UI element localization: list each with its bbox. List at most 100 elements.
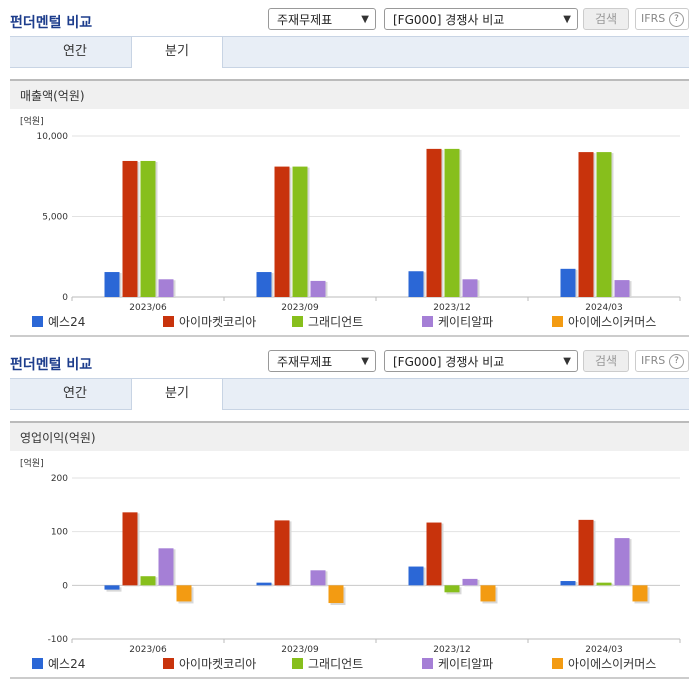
bar [176,585,192,602]
divider [10,677,689,679]
legend-swatch [163,316,174,327]
legend-label: 예스24 [48,657,86,671]
bar [140,576,156,586]
legend-item[interactable]: 그래디언트 [292,314,363,330]
bar [632,585,648,602]
legend-label: 예스24 [48,315,86,329]
legend-swatch [292,658,303,669]
bar [310,280,326,297]
y-tick-label: 100 [51,528,68,538]
compare-group-select[interactable]: [FG000] 경쟁사 비교 ▼ [384,8,578,30]
legend-item[interactable]: 그래디언트 [292,656,363,672]
y-tick-label: -100 [48,635,69,645]
fundamental-panel-operating-profit: 펀더멘털 비교 주재무제표 ▼ [FG000] 경쟁사 비교 ▼ 검색 IFRS… [0,342,696,679]
x-tick-label: 2023/12 [433,303,470,313]
bar [408,566,424,586]
legend-item[interactable]: 예스24 [32,656,85,672]
tab-annual[interactable]: 연간 [63,44,87,59]
bar [578,519,594,586]
legend-swatch [32,316,43,327]
bar [274,166,290,297]
legend-label: 아이마켓코리아 [179,315,257,329]
bar [140,160,156,297]
bar [256,272,272,297]
legend-swatch [552,658,563,669]
help-icon[interactable]: ? [669,354,684,369]
section-title: 영업이익(억원) [10,421,689,451]
chevron-down-icon: ▼ [563,14,571,25]
legend-swatch [552,316,563,327]
bar [596,582,612,586]
legend-label: 아이마켓코리아 [179,657,257,671]
section-title: 매출액(억원) [10,79,689,109]
chevron-down-icon: ▼ [563,356,571,367]
sales-chart: [억원] 0 5,000 10,000 2023/06 2023/09 2023/12 202… [0,109,696,335]
legend-item[interactable]: 아이마켓코리아 [163,656,256,672]
x-tick-label: 2024/03 [585,303,622,313]
sales-chart-svg: [억원] 0 5,000 10,000 2023/06 2023/09 2023/12 202… [20,115,681,313]
bar [462,279,478,297]
tab-quarterly[interactable]: 분기 [131,379,223,410]
search-button[interactable]: 검색 [583,350,629,372]
y-tick-label: 10,000 [37,132,69,142]
tab-annual[interactable]: 연간 [63,386,87,401]
legend-item[interactable]: 케이티알파 [422,656,493,672]
legend-swatch [163,658,174,669]
ifrs-button[interactable]: IFRS ? [635,8,689,30]
statement-type-select[interactable]: 주재무제표 ▼ [268,8,376,30]
tab-quarterly[interactable]: 분기 [131,37,223,68]
bar [104,272,120,297]
divider [10,335,689,337]
bar [560,581,576,586]
legend-item[interactable]: 아이에스이커머스 [552,314,656,330]
legend-item[interactable]: 케이티알파 [422,314,493,330]
legend-swatch [32,658,43,669]
legend-item[interactable]: 아이에스이커머스 [552,656,656,672]
bar [480,585,496,602]
bar [158,548,174,586]
compare-group-value: [FG000] 경쟁사 비교 [393,355,505,369]
x-tick-label: 2023/06 [129,303,167,313]
panel-header: 펀더멘털 비교 주재무제표 ▼ [FG000] 경쟁사 비교 ▼ 검색 IFRS… [0,342,696,378]
panel-header: 펀더멘털 비교 주재무제표 ▼ [FG000] 경쟁사 비교 ▼ 검색 IFRS… [0,0,696,36]
y-tick-label: 0 [62,581,68,591]
bar [274,520,290,586]
bar [256,582,272,586]
x-tick-label: 2023/06 [129,645,167,655]
bar [614,538,630,586]
operating-profit-chart: [억원] -100 0 100 200 2023/06 2023/09 2023/12 2024… [0,451,696,677]
bar [122,512,138,586]
y-tick-label: 200 [51,474,68,484]
x-tick-label: 2023/09 [281,645,319,655]
bar [426,522,442,586]
compare-group-value: [FG000] 경쟁사 비교 [393,13,505,27]
statement-type-select[interactable]: 주재무제표 ▼ [268,350,376,372]
panel-title: 펀더멘털 비교 [10,357,93,373]
help-icon[interactable]: ? [669,12,684,27]
x-tick-label: 2023/12 [433,645,470,655]
bar [328,585,344,604]
operating-profit-chart-svg: [억원] -100 0 100 200 2023/06 2023/09 2023/12 2024… [20,457,681,655]
search-button[interactable]: 검색 [583,8,629,30]
bar [462,578,478,586]
compare-group-select[interactable]: [FG000] 경쟁사 비교 ▼ [384,350,578,372]
bar [426,148,442,297]
chevron-down-icon: ▼ [361,356,369,367]
ifrs-button[interactable]: IFRS ? [635,350,689,372]
bar [310,570,326,586]
unit-label: [억원] [20,115,44,127]
bar [158,279,174,297]
statement-type-value: 주재무제표 [277,13,333,27]
bar [560,268,576,297]
y-tick-label: 0 [62,293,68,303]
ifrs-label: IFRS [641,12,666,25]
unit-label: [억원] [20,457,44,469]
bar [596,152,612,297]
x-tick-label: 2023/09 [281,303,319,313]
legend-label: 케이티알파 [438,657,494,671]
bar [578,152,594,297]
legend-item[interactable]: 아이마켓코리아 [163,314,256,330]
legend-item[interactable]: 예스24 [32,314,85,330]
legend-label: 그래디언트 [308,657,364,671]
fundamental-panel-sales: 펀더멘털 비교 주재무제표 ▼ [FG000] 경쟁사 비교 ▼ 검색 IFRS… [0,0,696,337]
